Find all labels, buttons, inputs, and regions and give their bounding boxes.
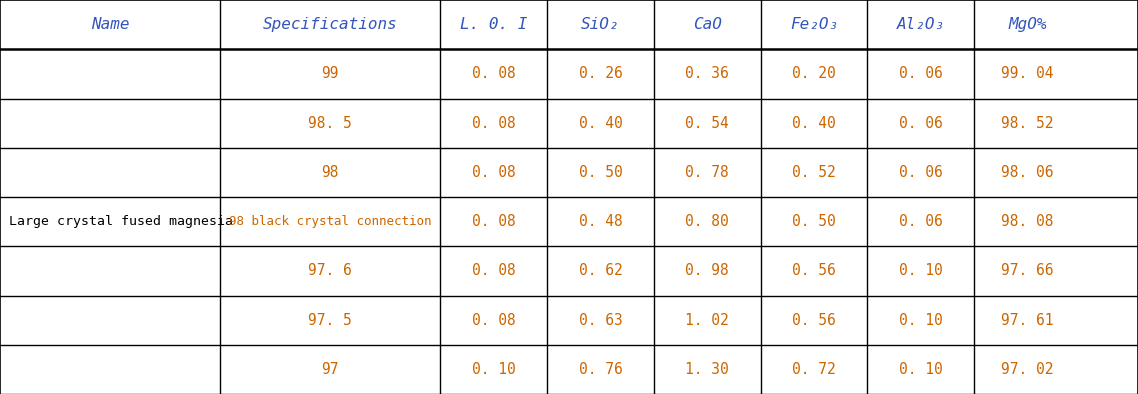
- Text: 0. 06: 0. 06: [899, 115, 942, 131]
- Text: 1. 30: 1. 30: [685, 362, 729, 377]
- Text: 0. 50: 0. 50: [792, 214, 836, 229]
- Text: 0. 72: 0. 72: [792, 362, 836, 377]
- Text: 97. 5: 97. 5: [308, 312, 352, 328]
- Text: Fe₂O₃: Fe₂O₃: [790, 17, 838, 32]
- Text: 97. 02: 97. 02: [1001, 362, 1054, 377]
- Text: CaO: CaO: [693, 17, 721, 32]
- Text: 0. 08: 0. 08: [472, 165, 516, 180]
- Text: MgO%: MgO%: [1008, 17, 1047, 32]
- Text: 0. 98: 0. 98: [685, 263, 729, 279]
- Text: 0. 78: 0. 78: [685, 165, 729, 180]
- Text: 0. 06: 0. 06: [899, 165, 942, 180]
- Text: 0. 20: 0. 20: [792, 66, 836, 82]
- Text: 98. 08: 98. 08: [1001, 214, 1054, 229]
- Text: 0. 54: 0. 54: [685, 115, 729, 131]
- Text: 0. 08: 0. 08: [472, 115, 516, 131]
- Text: 0. 10: 0. 10: [899, 362, 942, 377]
- Text: 97. 66: 97. 66: [1001, 263, 1054, 279]
- Text: 0. 50: 0. 50: [578, 165, 622, 180]
- Text: 0. 63: 0. 63: [578, 312, 622, 328]
- Text: Specifications: Specifications: [263, 17, 397, 32]
- Text: 0. 36: 0. 36: [685, 66, 729, 82]
- Text: 0. 62: 0. 62: [578, 263, 622, 279]
- Text: 97: 97: [322, 362, 339, 377]
- Text: 0. 40: 0. 40: [792, 115, 836, 131]
- Text: 0. 06: 0. 06: [899, 66, 942, 82]
- Text: 0. 26: 0. 26: [578, 66, 622, 82]
- Text: 0. 10: 0. 10: [899, 312, 942, 328]
- Text: 0. 06: 0. 06: [899, 214, 942, 229]
- Text: Large crystal fused magnesia: Large crystal fused magnesia: [9, 215, 233, 228]
- Text: 0. 10: 0. 10: [899, 263, 942, 279]
- Text: 0. 80: 0. 80: [685, 214, 729, 229]
- Text: 97. 61: 97. 61: [1001, 312, 1054, 328]
- Text: L. 0. I: L. 0. I: [460, 17, 528, 32]
- Text: 98: 98: [322, 165, 339, 180]
- Text: 98. 52: 98. 52: [1001, 115, 1054, 131]
- Text: 0. 56: 0. 56: [792, 312, 836, 328]
- Text: 98. 06: 98. 06: [1001, 165, 1054, 180]
- Text: 0. 08: 0. 08: [472, 66, 516, 82]
- Text: 0. 08: 0. 08: [472, 214, 516, 229]
- Text: 98 black crystal connection: 98 black crystal connection: [229, 215, 431, 228]
- Text: 0. 56: 0. 56: [792, 263, 836, 279]
- Text: 97. 6: 97. 6: [308, 263, 352, 279]
- Text: SiO₂: SiO₂: [582, 17, 620, 32]
- Text: Name: Name: [91, 17, 130, 32]
- Text: 1. 02: 1. 02: [685, 312, 729, 328]
- Text: 0. 48: 0. 48: [578, 214, 622, 229]
- Text: 0. 76: 0. 76: [578, 362, 622, 377]
- Text: 0. 10: 0. 10: [472, 362, 516, 377]
- Text: 0. 08: 0. 08: [472, 263, 516, 279]
- Text: Al₂O₃: Al₂O₃: [897, 17, 945, 32]
- Text: 99: 99: [322, 66, 339, 82]
- Text: 99. 04: 99. 04: [1001, 66, 1054, 82]
- Text: 98. 5: 98. 5: [308, 115, 352, 131]
- Text: 0. 08: 0. 08: [472, 312, 516, 328]
- Text: 0. 40: 0. 40: [578, 115, 622, 131]
- Text: 0. 52: 0. 52: [792, 165, 836, 180]
